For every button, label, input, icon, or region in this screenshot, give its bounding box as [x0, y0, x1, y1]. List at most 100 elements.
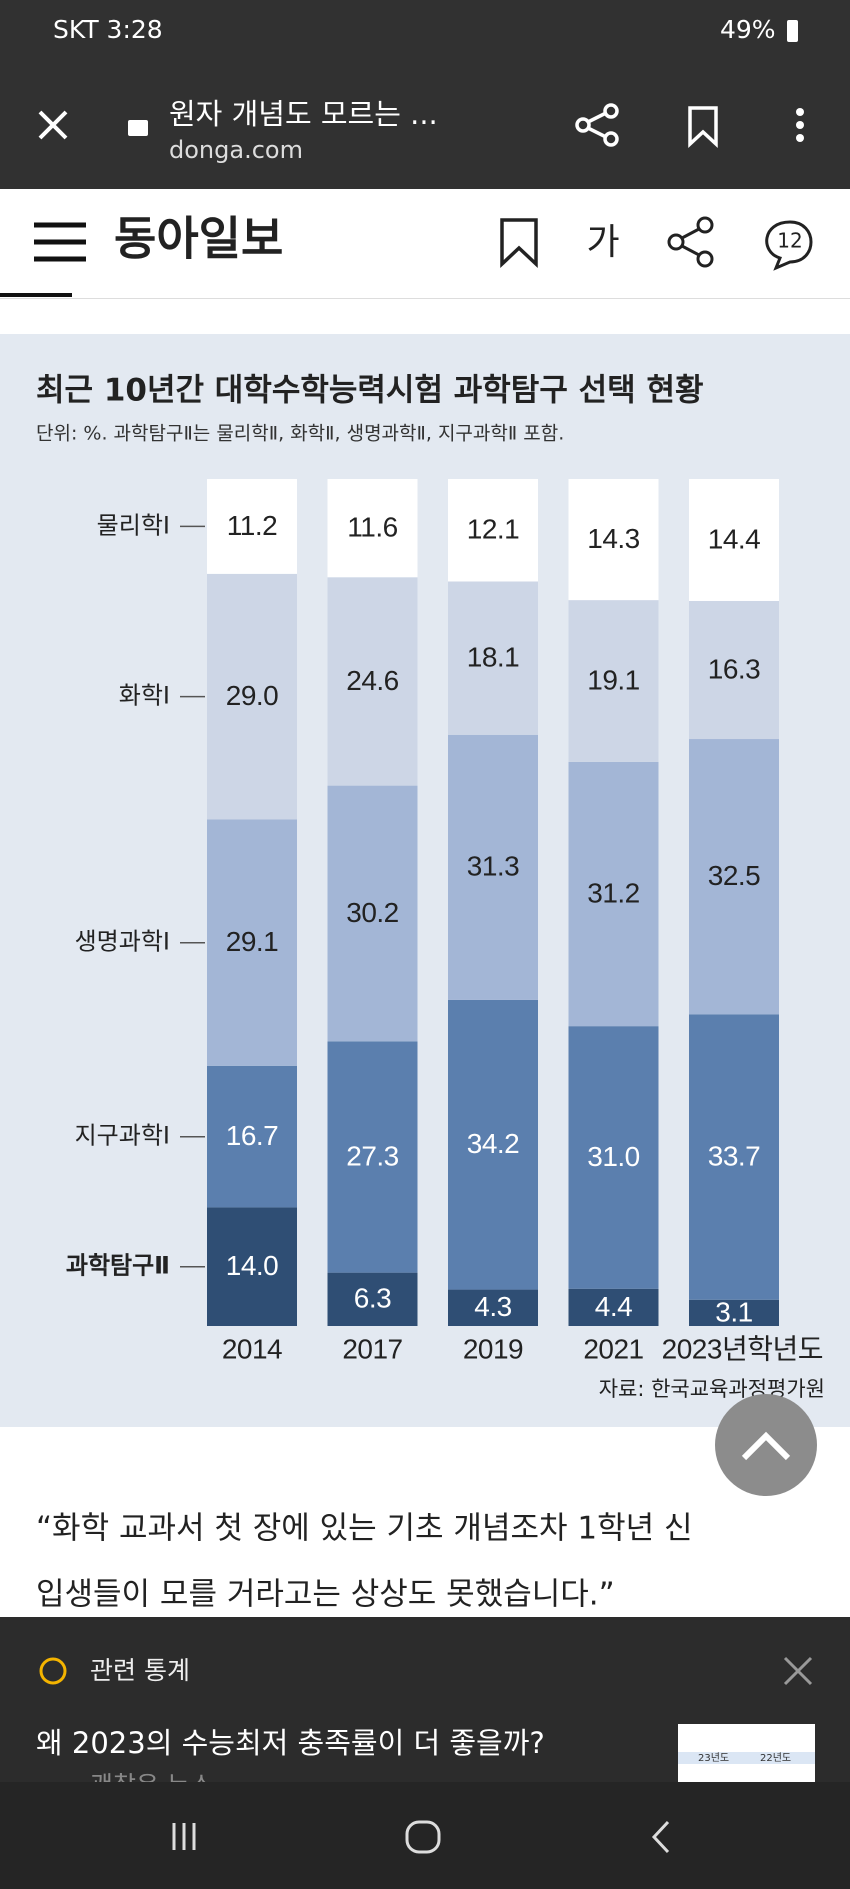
x-tick-label: 2014: [222, 1333, 282, 1364]
header-underline: [0, 293, 72, 297]
data-label: 31.3: [467, 851, 520, 882]
bar-segment: [327, 1272, 418, 1326]
bar-segment: [448, 581, 538, 735]
nav-bar: [0, 1782, 850, 1889]
comment-count: 12: [777, 229, 802, 253]
bar-segment: [207, 573, 297, 820]
page-title: 원자 개념도 모르는 ...: [169, 97, 438, 131]
bar-segment: [689, 479, 779, 601]
x-tick-label: 2023년학년도: [662, 1333, 823, 1364]
bar-segment: [207, 1065, 297, 1208]
close-related[interactable]: [783, 1656, 813, 1686]
data-label: 31.2: [587, 877, 640, 908]
data-label: 4.3: [474, 1291, 511, 1322]
legend-label: 지구과학Ⅰ: [75, 1122, 170, 1150]
data-label: 18.1: [467, 642, 520, 673]
thumb-row: [678, 1752, 815, 1764]
battery: 49%: [720, 15, 776, 44]
related-next: 괜찮은 뉴스: [90, 1771, 213, 1800]
data-label: 14.4: [708, 523, 761, 554]
data-label: 30.2: [346, 897, 399, 928]
top-bar: [0, 0, 850, 189]
share-button[interactable]: [575, 103, 619, 147]
bar-segment: [327, 479, 418, 578]
bar-segment: [568, 761, 659, 1027]
data-label: 14.0: [226, 1250, 279, 1281]
data-label: 29.1: [226, 926, 279, 957]
thumb-header: 23년도: [698, 1752, 729, 1764]
data-label: 24.6: [346, 665, 399, 696]
divider: [0, 298, 850, 299]
lock-icon: [128, 120, 148, 136]
data-label: 11.2: [227, 510, 277, 541]
recent-button[interactable]: [172, 1823, 196, 1850]
site-header: [0, 189, 850, 299]
chart-title: 최근 10년간 대학수학능력시험 과학탐구 선택 현황: [36, 373, 704, 409]
chart: 14.0 과학탐구Ⅱ 16.7 지구과학Ⅰ 29.1 생명과학Ⅰ 29.0 화학Ⅰ 11.2 물리…: [66, 479, 824, 1364]
bar-segment: [448, 734, 538, 1000]
article-line: “화학 교과서 첫 장에 있는 기초 개념조차 1학년 신: [36, 1511, 693, 1547]
thumb-header: 22년도: [760, 1752, 791, 1764]
data-label: 32.5: [708, 860, 761, 891]
url: donga.com: [169, 136, 303, 164]
related-headline[interactable]: 왜 2023의 수능최저 충족률이 더 좋을까?: [36, 1726, 545, 1760]
data-label: 11.6: [347, 512, 397, 543]
chart-source: 자료: 한국교육과정평가원: [599, 1377, 825, 1401]
bar-segment: [568, 479, 659, 601]
bar-segment: [689, 739, 779, 1015]
legend-label: 생명과학Ⅰ: [75, 928, 170, 956]
x-tick-label: 2019: [463, 1333, 523, 1364]
logo: 동아일보: [114, 212, 283, 266]
data-label: 31.0: [587, 1141, 640, 1172]
share-button[interactable]: [667, 216, 714, 268]
article-area: [0, 1427, 850, 1617]
bar-segment: [689, 1014, 779, 1300]
menu-button[interactable]: [796, 108, 804, 142]
bar-segment: [689, 600, 779, 740]
bar-segment: [207, 1207, 297, 1326]
data-label: 16.7: [226, 1120, 279, 1151]
legend-label: 화학Ⅰ: [119, 682, 170, 710]
data-label: 4.4: [595, 1291, 632, 1322]
bar-segment: [327, 577, 418, 786]
bar-segment: [448, 1289, 538, 1326]
chart-subtitle: 단위: %. 과학탐구Ⅱ는 물리학Ⅱ, 화학Ⅱ, 생명과학Ⅱ, 지구과학Ⅱ 포함…: [36, 423, 564, 445]
data-label: 14.3: [587, 523, 640, 554]
back-button[interactable]: [651, 1820, 670, 1854]
comment-button[interactable]: [765, 220, 813, 271]
data-label: 19.1: [587, 664, 640, 695]
font-button[interactable]: 가: [586, 222, 619, 263]
article-line: 입생들이 모를 거라고는 상상도 못했습니다.”: [36, 1577, 615, 1613]
data-label: 33.7: [708, 1140, 761, 1171]
bar-segment: [568, 1026, 659, 1289]
data-label: 12.1: [467, 514, 520, 545]
battery-icon: [787, 20, 798, 42]
data-label: 6.3: [354, 1283, 391, 1314]
scroll-top-icon: [741, 1431, 791, 1461]
bar-segment: [207, 479, 297, 574]
data-label: 29.0: [226, 680, 279, 711]
bookmark-button[interactable]: [688, 106, 718, 148]
bar-segment: [327, 785, 418, 1042]
data-label: 3.1: [715, 1296, 752, 1327]
home-button[interactable]: [405, 1820, 441, 1854]
bar-segment: [207, 819, 297, 1066]
data-label: 34.2: [467, 1128, 520, 1159]
bar-segment: [448, 479, 538, 582]
bar-segment: [448, 999, 538, 1290]
scroll-top-button[interactable]: [715, 1394, 817, 1496]
bar-segment: [568, 1288, 659, 1326]
x-tick-label: 2021: [583, 1333, 643, 1364]
related-label: 관련 통계: [90, 1656, 190, 1685]
bookmark-button[interactable]: [500, 218, 538, 269]
bar-segment: [568, 600, 659, 762]
close-button[interactable]: [38, 110, 68, 140]
data-label: 16.3: [708, 653, 761, 684]
hamburger-button[interactable]: [34, 222, 86, 262]
status-time: SKT 3:28: [53, 15, 163, 44]
data-label: 27.3: [346, 1140, 399, 1171]
legend-label: 물리학Ⅰ: [97, 511, 170, 539]
legend-label: 과학탐구Ⅱ: [66, 1252, 170, 1280]
